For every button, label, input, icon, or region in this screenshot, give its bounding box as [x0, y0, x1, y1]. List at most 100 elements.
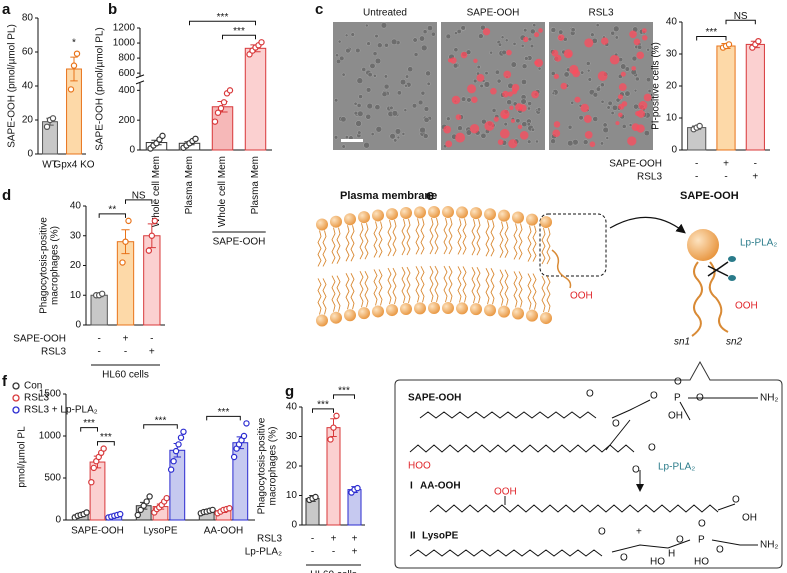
cell — [367, 72, 373, 78]
stained-cell — [450, 57, 457, 64]
cell — [363, 141, 370, 149]
data-point — [159, 132, 166, 140]
row-label: RSL3 — [637, 172, 662, 183]
cell — [500, 35, 505, 40]
lipid-tail — [541, 275, 546, 313]
stained-cell — [538, 28, 543, 33]
lipid-head — [400, 207, 412, 220]
cell — [536, 107, 542, 112]
cell — [602, 122, 608, 128]
stained-cell — [502, 90, 509, 98]
cell — [606, 105, 611, 110]
cell — [421, 44, 428, 52]
atom: O — [612, 419, 620, 430]
cell — [391, 110, 398, 117]
stained-cell — [517, 124, 523, 130]
cell — [413, 52, 419, 57]
image-title: Untreated — [363, 8, 407, 19]
stained-cell — [490, 87, 497, 95]
cell — [586, 68, 591, 73]
y-tick-label: 40 — [70, 201, 82, 212]
cell — [365, 113, 372, 120]
cell — [466, 97, 472, 103]
y-tick-label: 10 — [70, 290, 82, 301]
cell — [624, 90, 631, 97]
data-point — [230, 453, 238, 461]
panel-label: f — [2, 373, 8, 390]
cell — [646, 47, 650, 52]
cell — [339, 55, 345, 61]
bar — [244, 47, 267, 151]
cell — [452, 62, 459, 69]
lipid-tail — [443, 217, 448, 255]
step-label: AA-OOH — [420, 481, 461, 492]
cell — [344, 135, 349, 140]
lipid-tail — [406, 266, 411, 304]
cell — [423, 106, 430, 112]
cell — [567, 124, 573, 130]
data-point — [354, 484, 361, 492]
bond-chain — [504, 496, 736, 511]
image-title: SAPE-OOH — [467, 8, 520, 19]
cell — [633, 88, 638, 93]
cell — [425, 70, 431, 77]
lipid-head — [456, 206, 468, 219]
stained-cell — [635, 110, 641, 117]
cell — [527, 36, 533, 42]
x-tick-label: Whole cell Mem — [151, 156, 162, 227]
significance-bracket — [97, 441, 115, 446]
data-point — [83, 509, 90, 516]
cell — [647, 89, 652, 93]
lipid-head — [358, 307, 370, 320]
cell — [563, 71, 570, 78]
data-point — [192, 135, 199, 143]
lipid-head — [526, 213, 538, 226]
cell — [356, 77, 364, 84]
row-mark: - — [724, 172, 727, 183]
step-number: I — [410, 481, 413, 492]
data-point — [180, 428, 187, 435]
y-tick-label: 500 — [44, 473, 61, 484]
lipid-head — [428, 206, 440, 219]
x-tick-label: Whole cell Mem — [217, 156, 228, 227]
cell — [390, 38, 398, 45]
cell — [389, 105, 394, 111]
data-point — [67, 86, 75, 93]
cell — [337, 39, 342, 44]
stained-cell — [473, 58, 478, 64]
stained-cell — [509, 105, 514, 110]
lipid-tail — [364, 270, 369, 308]
cell — [484, 71, 489, 76]
cell — [512, 41, 517, 46]
y-tick-label: 600 — [118, 68, 135, 79]
atom: O — [674, 377, 682, 388]
cell — [356, 103, 362, 108]
lipid-tail — [336, 275, 341, 312]
lipid-head — [470, 303, 482, 316]
lipid-head — [442, 206, 454, 219]
cell — [365, 23, 369, 28]
cell — [412, 37, 418, 43]
significance-bracket — [206, 415, 241, 421]
lipid-head — [484, 304, 496, 317]
lipid-tail — [476, 219, 481, 256]
cell — [396, 90, 402, 96]
axis-break — [135, 74, 145, 85]
cell — [595, 86, 601, 92]
stained-cell — [574, 96, 581, 103]
row-mark: - — [124, 347, 127, 358]
lipid-tail — [401, 266, 406, 304]
y-tick-label: 1500 — [39, 389, 62, 400]
cell — [602, 126, 609, 134]
tail — [708, 261, 729, 333]
significance-label: *** — [83, 418, 95, 429]
cell — [611, 104, 618, 111]
data-point — [137, 506, 144, 514]
lipid-tail — [373, 221, 378, 258]
lipid-tail — [317, 230, 322, 267]
cell — [456, 29, 462, 34]
data-point — [70, 62, 78, 69]
structure-enzyme: Lp-PLA₂ — [658, 462, 695, 473]
lipid-tail — [415, 266, 420, 303]
